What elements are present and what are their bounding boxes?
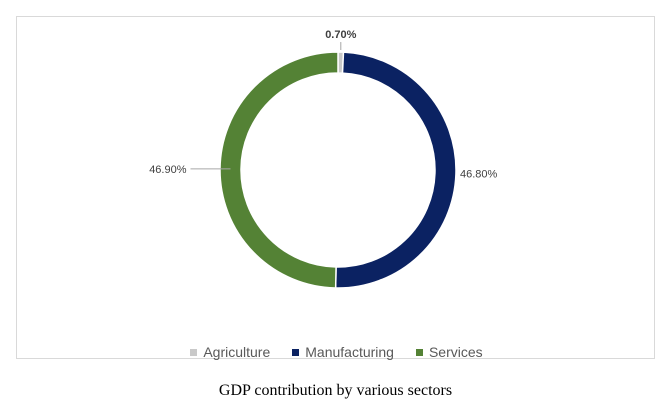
legend-label-agriculture: Agriculture bbox=[203, 344, 271, 360]
chart-frame: 0.70% 46.80% 46.90% Agriculture Manufactur… bbox=[16, 16, 656, 360]
legend-item-services: Services bbox=[415, 344, 483, 360]
figure-caption: GDP contribution by various sectors bbox=[218, 382, 453, 399]
legend-item-agriculture: Agriculture bbox=[190, 344, 270, 360]
slice-manufacturing bbox=[334, 51, 457, 289]
legend: Agriculture Manufacturing Services bbox=[17, 344, 656, 360]
donut-chart: 0.70% 46.80% 46.90% bbox=[149, 29, 498, 289]
legend-label-manufacturing: Manufacturing bbox=[305, 344, 394, 360]
legend-swatch-manufacturing bbox=[292, 348, 300, 356]
slice-services bbox=[219, 51, 339, 289]
data-label-manufacturing: 46.80% bbox=[460, 169, 498, 181]
legend-item-manufacturing: Manufacturing bbox=[292, 344, 394, 360]
legend-label-services: Services bbox=[428, 344, 483, 360]
legend-swatch-services bbox=[415, 348, 423, 356]
legend-swatch-agriculture bbox=[190, 348, 198, 356]
data-label-services: 46.90% bbox=[149, 164, 187, 176]
data-label-agriculture: 0.70% bbox=[325, 29, 356, 41]
